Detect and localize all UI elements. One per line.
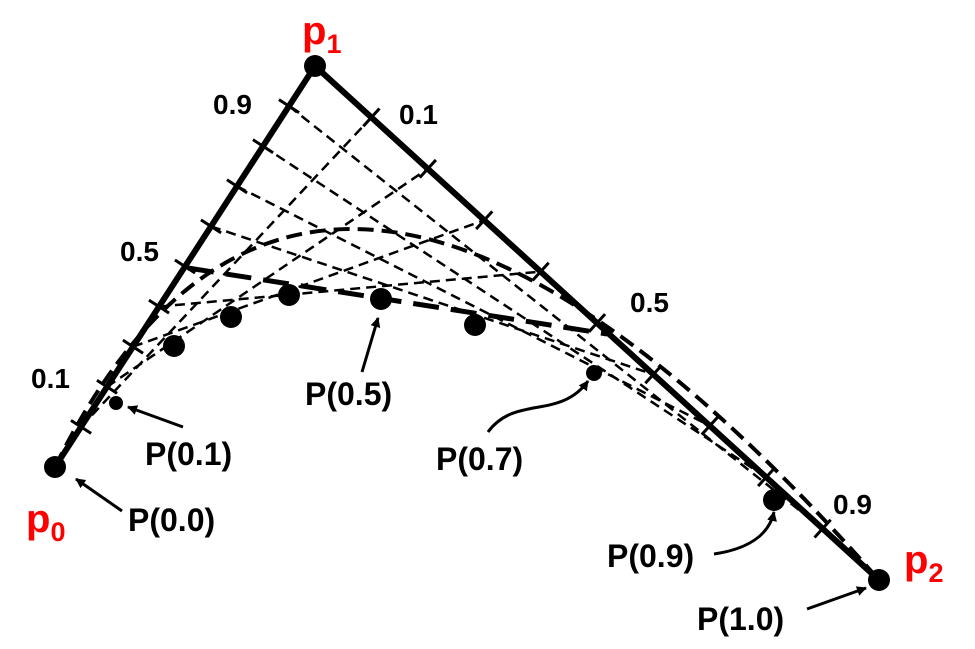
curve-label-p01: P(0.1): [145, 436, 232, 472]
midpoint-construction-line: [187, 265, 608, 337]
arrow-p05: [360, 317, 381, 373]
right-edge-label-0-5: 0.5: [630, 287, 669, 318]
tick-mark: [252, 138, 274, 154]
tick-mark: [418, 158, 437, 179]
tick-mark: [226, 178, 248, 195]
control-point-p0: [44, 456, 66, 478]
tick-mark: [278, 98, 300, 114]
arrow-p01: [127, 405, 184, 429]
tick-mark: [644, 364, 663, 385]
tick-mark: [531, 261, 550, 282]
label-p2: p2: [904, 538, 943, 588]
right-edge-label-0-9: 0.9: [833, 489, 872, 520]
construction-line: [158, 270, 541, 308]
tick-mark: [475, 210, 494, 231]
curve-label-p10: P(1.0): [697, 601, 784, 637]
curve-point-0-1: [109, 396, 123, 410]
curve-point-0-9: [763, 489, 785, 511]
construction-line: [132, 219, 485, 348]
tick-mark: [122, 338, 144, 355]
curve-point-0-6: [464, 314, 486, 336]
tick-mark: [362, 107, 381, 128]
curve-point-0-7: [586, 365, 602, 381]
left-edge-label-0-5: 0.5: [120, 236, 159, 267]
construction-lines: [80, 105, 824, 530]
arrow-p07: [486, 380, 590, 433]
label-p0: p0: [26, 497, 65, 547]
tick-mark: [200, 218, 222, 235]
left-edge-label-0-1: 0.1: [31, 363, 70, 394]
curve-point-0-2: [163, 335, 185, 357]
construction-line: [236, 185, 711, 427]
arrow-p09: [713, 511, 777, 556]
curve-label-p07: P(0.7): [436, 441, 523, 477]
tick-mark: [96, 379, 118, 395]
curve-label-p00: P(0.0): [128, 502, 215, 538]
construction-line: [210, 225, 654, 376]
tick-mark: [70, 419, 92, 435]
arrow-p10: [806, 586, 867, 611]
tick-mark: [813, 518, 832, 539]
tick-mark: [174, 258, 196, 275]
tick-mark: [587, 313, 607, 333]
right-edge-label-0-1: 0.1: [399, 99, 438, 130]
construction-line: [106, 167, 429, 388]
tick-mark: [148, 298, 170, 315]
pointer-arrows: [75, 317, 867, 611]
control-point-p1: [304, 55, 326, 77]
curve-label-p05: P(0.5): [305, 376, 392, 412]
curve-point-0-4: [278, 284, 300, 306]
tick-mark: [700, 415, 719, 436]
curve-point-0-5: [370, 288, 392, 310]
arrow-p00: [75, 477, 123, 513]
construction-line: [262, 145, 767, 479]
tick-mark: [757, 467, 776, 488]
construction-line: [288, 105, 824, 530]
left-edge-label-0-9: 0.9: [213, 89, 252, 120]
edge-tick-marks: [70, 98, 832, 539]
curve-point-0-3: [220, 306, 242, 328]
curve-label-p09: P(0.9): [607, 538, 694, 574]
label-p1: p1: [302, 9, 341, 59]
control-point-p2: [868, 569, 890, 591]
